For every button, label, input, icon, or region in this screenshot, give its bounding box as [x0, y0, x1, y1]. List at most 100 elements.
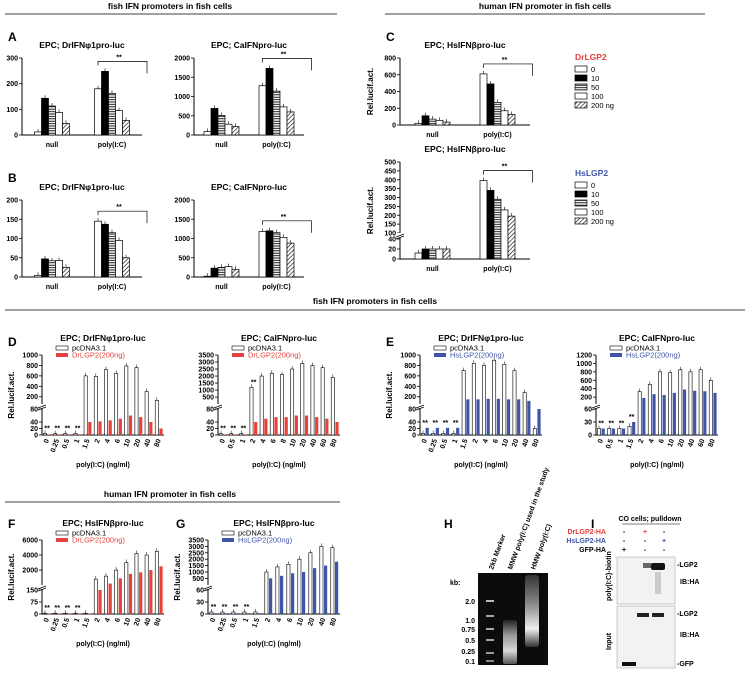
bar	[315, 417, 319, 435]
y-tick-label: 60	[196, 588, 204, 595]
y-axis-label: Rel.lucif.act.	[173, 553, 182, 600]
y-tick-label: 0	[186, 133, 190, 140]
legend-swatch	[574, 65, 588, 73]
axis-break-mark	[203, 585, 213, 590]
bar	[265, 230, 274, 278]
blot-sign: -	[623, 529, 626, 536]
bar	[55, 260, 63, 278]
legend-label: pcDNA3.1	[626, 344, 660, 353]
y-tick-label: 400	[26, 384, 38, 391]
y-tick-label: 0	[392, 257, 396, 264]
y-tick-label: 250	[384, 204, 396, 211]
bar	[682, 389, 687, 435]
x-tick-label: 40	[143, 617, 152, 627]
bar	[435, 120, 444, 126]
y-tick-label: 3000	[198, 360, 214, 367]
bar	[214, 613, 218, 614]
y-tick-label: 600	[26, 373, 38, 380]
y-tick-label: 2000	[198, 374, 214, 381]
bar	[421, 248, 430, 260]
axis-break-mark	[37, 587, 47, 592]
significance-mark: **	[44, 605, 50, 612]
significance-mark: **	[233, 604, 239, 611]
bar	[128, 573, 133, 614]
bar	[88, 422, 92, 435]
bar	[108, 232, 116, 278]
bar	[300, 363, 305, 436]
bar	[597, 428, 601, 436]
bar	[442, 121, 451, 126]
bar	[144, 554, 149, 615]
bar	[698, 369, 703, 436]
x-tick-label: 80	[329, 617, 338, 627]
bar	[493, 102, 502, 126]
bar	[209, 611, 214, 615]
legend-label: 10	[591, 74, 599, 83]
bar	[425, 427, 429, 435]
panel-letter-a: A	[8, 30, 17, 44]
bar	[668, 372, 673, 436]
bar	[159, 566, 163, 614]
bar	[115, 110, 123, 136]
bar	[294, 415, 298, 435]
bar	[48, 105, 56, 136]
y-tick-label: 200	[6, 81, 18, 88]
bar	[258, 613, 262, 614]
bar	[219, 433, 223, 436]
bar	[335, 561, 339, 614]
y-tick-label: 0	[412, 433, 416, 440]
y-tick-label: 2000	[174, 56, 190, 63]
gel-ylabel: kb:	[450, 580, 461, 587]
bar	[231, 611, 236, 615]
x-tick-label: 4	[260, 438, 268, 444]
x-tick-label: 10	[123, 438, 132, 448]
gel-marker-label: 0.1	[465, 659, 475, 666]
blot-sign: -	[623, 538, 626, 545]
gel-marker-label: 0.5	[465, 638, 475, 645]
bar	[445, 427, 450, 435]
axis-break-mark	[415, 406, 425, 411]
bar	[264, 418, 268, 435]
significance-mark: **	[75, 605, 81, 612]
y-tick-label: 20	[206, 426, 214, 433]
significance-mark: **	[44, 425, 50, 432]
axis-break-mark	[37, 406, 47, 411]
bar	[428, 118, 437, 126]
bar	[461, 370, 466, 436]
x-tick-label: 20	[299, 438, 308, 448]
gel-lane-label: MMW poly(I:C) used in the study	[507, 467, 551, 571]
bar	[41, 258, 49, 278]
y-tick-label: 40	[30, 420, 38, 427]
chart-title: EPC; CaIFNpro-luc	[241, 333, 317, 343]
significance-bracket	[97, 210, 148, 224]
bar	[233, 434, 237, 435]
axis-break-mark	[591, 406, 601, 411]
y-tick-label: 800	[404, 363, 416, 370]
bar	[662, 395, 666, 435]
significance-mark: **	[116, 54, 122, 61]
significance-mark: **	[241, 426, 247, 433]
legend-swatch	[574, 199, 588, 207]
y-tick-label: 200	[580, 395, 592, 402]
legend-title: DrLGP2	[575, 52, 607, 62]
x-axis-label: poly(I:C) (ng/ml)	[247, 641, 301, 648]
x-tick-label: 2	[264, 617, 272, 623]
bar	[601, 428, 605, 435]
bar	[479, 73, 488, 126]
bar	[302, 571, 306, 614]
blot-sign: +	[662, 538, 666, 545]
bar	[500, 209, 509, 260]
x-axis-label: poly(I:C) (ng/ml)	[454, 462, 508, 469]
x-tick-label: 40	[687, 438, 696, 448]
y-tick-label: 20	[30, 426, 38, 433]
x-tick-label: 4	[648, 438, 656, 444]
bar	[154, 550, 159, 615]
bar	[335, 422, 339, 435]
chart-title: EPC; HsIFNβpro-luc	[62, 518, 143, 528]
legend-swatch	[574, 74, 588, 82]
bar	[506, 399, 511, 435]
section-title-top-right: human IFN promoter in fish cells	[479, 1, 612, 11]
